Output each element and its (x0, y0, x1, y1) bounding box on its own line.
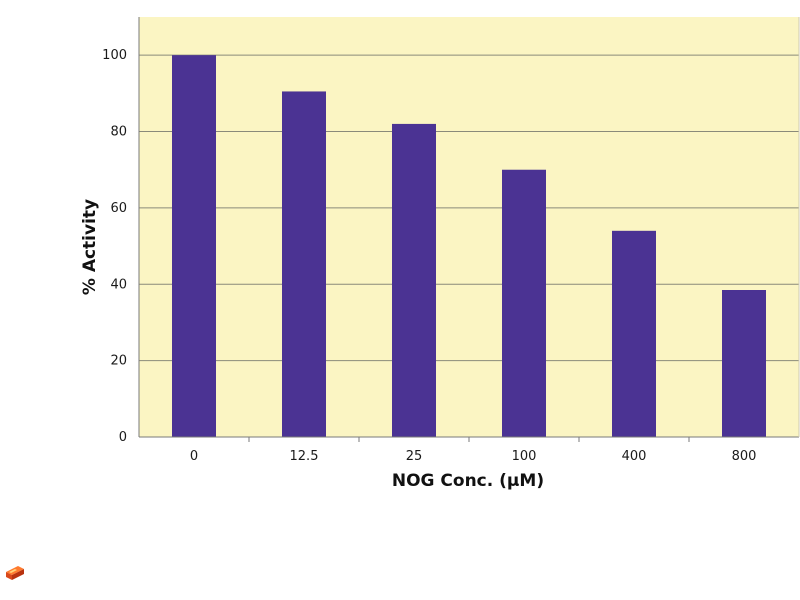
bar-800 (722, 290, 766, 437)
y-tick-label: 60 (110, 201, 127, 216)
y-tick-label: 80 (110, 125, 127, 140)
y-tick-label: 0 (119, 430, 127, 445)
y-tick-label: 100 (102, 48, 127, 63)
plot-area (139, 17, 799, 437)
x-axis-title: NOG Conc. (μM) (392, 471, 544, 491)
y-tick-labels: 0 20 40 60 80 100 (102, 48, 127, 445)
x-tick-labels: 0 12.5 25 100 400 800 (190, 449, 757, 464)
bar-25 (392, 123, 436, 437)
x-tick-label: 12.5 (290, 449, 319, 464)
x-tick-label: 0 (190, 449, 198, 464)
x-tick-label: 400 (622, 449, 647, 464)
orange-cube-logo-icon (6, 566, 24, 580)
axes (138, 17, 800, 442)
gridlines (139, 54, 799, 362)
x-tick-label: 800 (732, 449, 757, 464)
y-axis-title: % Activity (80, 199, 100, 295)
x-tick-label: 25 (406, 449, 423, 464)
bar-100 (502, 169, 546, 437)
bar-12.5 (282, 91, 326, 438)
bars (172, 55, 766, 438)
y-tick-label: 20 (110, 354, 127, 369)
y-tick-label: 40 (110, 277, 127, 292)
bar-0 (172, 55, 216, 437)
bar-400 (612, 230, 656, 437)
x-tick-label: 100 (512, 449, 537, 464)
